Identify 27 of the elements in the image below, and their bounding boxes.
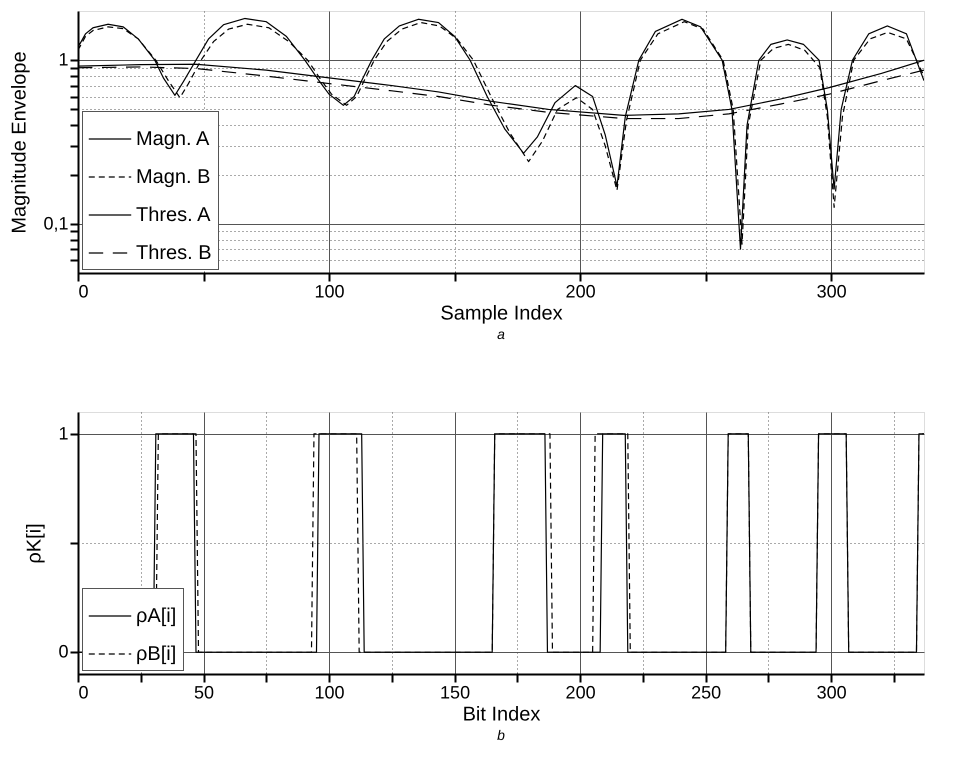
x-tick-label: 50 bbox=[194, 682, 214, 702]
y-axis-title: Magnitude Envelope bbox=[8, 51, 30, 234]
text: a bbox=[497, 326, 506, 342]
x-tick-label: 0 bbox=[78, 682, 89, 702]
legend-label: Magn. B bbox=[136, 166, 210, 188]
x-tick-label: 0 bbox=[78, 282, 89, 302]
y-axis-title: ρK[i] bbox=[23, 523, 46, 564]
y-tick-label: 1 bbox=[58, 50, 68, 70]
y-tick-label: 0 bbox=[58, 642, 68, 662]
y-tick-label: 1 bbox=[58, 423, 68, 444]
x-tick-label: 150 bbox=[440, 682, 470, 702]
x-axis-title: Bit Index bbox=[462, 704, 540, 726]
x-tick-label: 100 bbox=[314, 282, 345, 302]
legend-label: Magn. A bbox=[136, 128, 210, 150]
x-axis-title: Sample Index bbox=[440, 302, 563, 324]
legend-label: Thres. B bbox=[136, 242, 212, 264]
legend-label: ρB[i] bbox=[136, 643, 176, 665]
x-tick-label: 200 bbox=[566, 282, 596, 302]
x-tick-label: 300 bbox=[816, 682, 847, 702]
legend-label: ρA[i] bbox=[136, 605, 176, 627]
text: b bbox=[497, 727, 506, 743]
x-tick-label: 300 bbox=[816, 282, 847, 302]
x-tick-label: 250 bbox=[691, 682, 722, 702]
y-tick-label: 0,1 bbox=[43, 213, 68, 234]
x-tick-label: 100 bbox=[314, 682, 345, 702]
x-tick-label: 200 bbox=[566, 682, 596, 702]
legend-label: Thres. A bbox=[136, 204, 212, 226]
